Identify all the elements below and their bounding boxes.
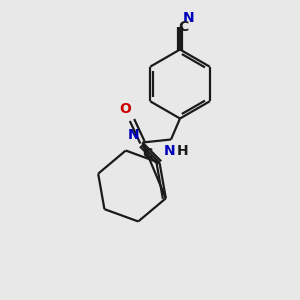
Text: N: N xyxy=(183,11,194,26)
Text: C: C xyxy=(178,20,188,34)
Text: H: H xyxy=(177,144,189,158)
Text: C: C xyxy=(142,147,153,161)
Text: N: N xyxy=(164,144,175,158)
Text: N: N xyxy=(127,128,139,142)
Text: O: O xyxy=(119,102,131,116)
